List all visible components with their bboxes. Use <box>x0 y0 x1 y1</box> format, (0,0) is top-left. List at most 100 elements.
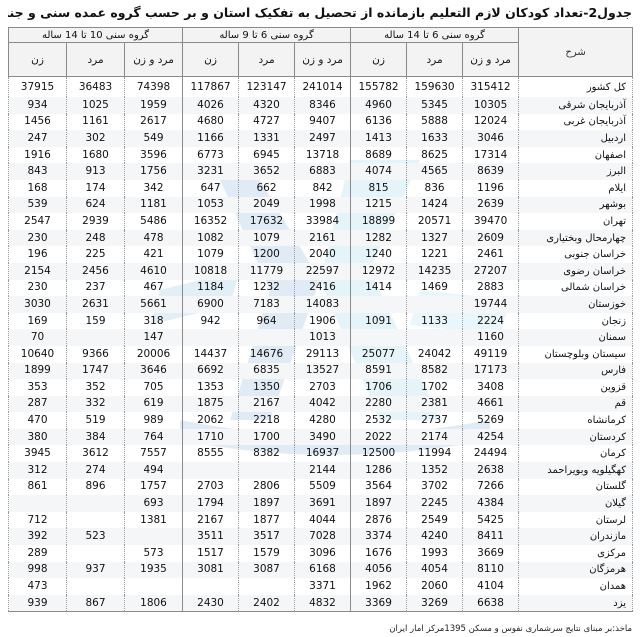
value-cell <box>7 495 68 512</box>
value-cell: 1710 <box>182 428 240 446</box>
value-cell: 712 <box>7 511 68 529</box>
value-cell: 123147 <box>238 76 296 97</box>
province-name: مازندران <box>518 528 634 546</box>
group-header-10-14: گروه سنی 10 تا 14 ساله <box>7 27 184 43</box>
value-cell: 289 <box>7 545 68 562</box>
value-cell: 7266 <box>462 478 520 496</box>
value-cell: 5509 <box>294 478 352 496</box>
value-cell: 3087 <box>238 561 296 579</box>
table-row: همدان 4104 2060 1962 3371 473 <box>7 578 634 595</box>
value-cell: 1282 <box>350 229 408 247</box>
province-name: خوزستان <box>518 296 634 313</box>
value-cell: 1413 <box>350 130 408 147</box>
value-cell: 939 <box>7 594 68 613</box>
value-cell: 3269 <box>406 594 464 613</box>
value-cell: 3046 <box>462 130 520 147</box>
table-row: خراسان شمالی 2883 1469 1414 2416 1232 1184 467 2… <box>7 279 634 297</box>
province-name: کرمانشاه <box>518 412 634 429</box>
value-cell: 1680 <box>66 146 126 164</box>
value-cell: 174 <box>66 179 126 197</box>
value-cell: 549 <box>124 130 184 147</box>
value-cell: 8382 <box>238 445 296 463</box>
value-cell: 3371 <box>294 578 352 595</box>
value-cell: 5425 <box>462 511 520 529</box>
value-cell: 1757 <box>124 478 184 496</box>
table-body: کل کشور 315412 159630 155782 241014 123147 117… <box>7 76 634 613</box>
value-cell: 17632 <box>238 213 296 230</box>
value-cell: 49119 <box>462 345 520 363</box>
value-cell: 353 <box>7 379 68 396</box>
value-cell <box>124 528 184 546</box>
value-cell: 2547 <box>7 213 68 230</box>
value-cell: 8582 <box>406 362 464 380</box>
subheader-male: مرد <box>66 42 126 77</box>
value-cell: 1166 <box>182 130 240 147</box>
value-cell: 2280 <box>350 395 408 413</box>
value-cell: 3691 <box>294 495 352 512</box>
province-name: اردبیل <box>518 130 634 147</box>
value-cell: 3517 <box>238 528 296 546</box>
value-cell: 1897 <box>238 495 296 512</box>
value-cell: 3490 <box>294 428 352 446</box>
value-cell: 2381 <box>406 395 464 413</box>
value-cell: 1456 <box>7 113 68 131</box>
table-row: لرستان 5425 2549 2876 4044 1877 2167 1381 712 <box>7 511 634 529</box>
value-cell: 705 <box>124 379 184 396</box>
province-name: خراسان شمالی <box>518 279 634 297</box>
value-cell: 2161 <box>294 229 352 247</box>
province-name: کل کشور <box>518 76 634 97</box>
province-name: قزوین <box>518 379 634 396</box>
province-name: البرز <box>518 163 634 180</box>
value-cell: 4074 <box>350 163 408 180</box>
value-cell: 2703 <box>294 379 352 396</box>
province-name: سیستان وبلوچستان <box>518 345 634 363</box>
value-cell <box>238 578 296 595</box>
value-cell: 896 <box>66 478 126 496</box>
value-cell: 2022 <box>350 428 408 446</box>
value-cell: 1794 <box>182 495 240 512</box>
value-cell: 12500 <box>350 445 408 463</box>
value-cell <box>238 462 296 479</box>
source-note: ماخذ:بر مبنای نتایج سرشماری نفوس و مسکن … <box>389 624 632 634</box>
value-cell: 1706 <box>350 379 408 396</box>
value-cell: 3669 <box>462 545 520 562</box>
table-row: تهران 39470 20571 18899 33984 17632 16352 5486 2… <box>7 213 634 230</box>
province-name: خراسان رضوی <box>518 262 634 280</box>
value-cell: 1424 <box>406 196 464 214</box>
value-cell: 4056 <box>350 561 408 579</box>
value-cell: 36483 <box>66 76 126 97</box>
value-cell: 14676 <box>238 345 296 363</box>
value-cell: 16937 <box>294 445 352 463</box>
table-row: کهگیلویه وبویراحمد 2638 1352 1286 2144 494 274… <box>7 462 634 479</box>
value-cell: 168 <box>7 179 68 197</box>
value-cell: 117867 <box>182 76 240 97</box>
value-cell: 1906 <box>294 312 352 330</box>
value-cell: 5486 <box>124 213 184 230</box>
value-cell: 27207 <box>462 262 520 280</box>
province-name: گلستان <box>518 478 634 496</box>
value-cell: 11994 <box>406 445 464 463</box>
value-cell: 2456 <box>66 262 126 280</box>
value-cell: 8411 <box>462 528 520 546</box>
value-cell: 1962 <box>350 578 408 595</box>
value-cell: 1240 <box>350 246 408 263</box>
data-table: شرح گروه سنی 6 تا 14 ساله گروه سنی 6 تا … <box>7 27 634 613</box>
value-cell: 4565 <box>406 163 464 180</box>
value-cell: 1381 <box>124 511 184 529</box>
province-name: گیلان <box>518 495 634 512</box>
group-header-6-9: گروه سنی 6 تا 9 ساله <box>182 27 352 43</box>
value-cell <box>350 296 408 313</box>
value-cell: 4240 <box>406 528 464 546</box>
subheader-female: زن <box>350 42 408 77</box>
value-cell: 18899 <box>350 213 408 230</box>
value-cell: 5345 <box>406 97 464 114</box>
value-cell: 237 <box>66 279 126 297</box>
province-name: کرمان <box>518 445 634 463</box>
value-cell: 12024 <box>462 113 520 131</box>
value-cell: 2497 <box>294 130 352 147</box>
value-cell: 315412 <box>462 76 520 97</box>
value-cell: 662 <box>238 179 296 197</box>
value-cell: 8689 <box>350 146 408 164</box>
table-row: چهارمحال وبختیاری 2609 1327 1282 2161 1079 108… <box>7 229 634 247</box>
value-cell: 2631 <box>66 296 126 313</box>
